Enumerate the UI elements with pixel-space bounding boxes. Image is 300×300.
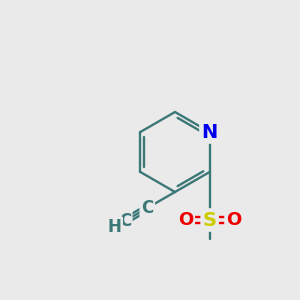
Text: S: S bbox=[202, 211, 217, 230]
Text: H: H bbox=[107, 218, 121, 236]
Text: O: O bbox=[178, 211, 193, 229]
Text: C: C bbox=[141, 199, 153, 217]
Text: N: N bbox=[202, 122, 218, 142]
Text: O: O bbox=[226, 211, 241, 229]
Text: C: C bbox=[118, 212, 131, 230]
